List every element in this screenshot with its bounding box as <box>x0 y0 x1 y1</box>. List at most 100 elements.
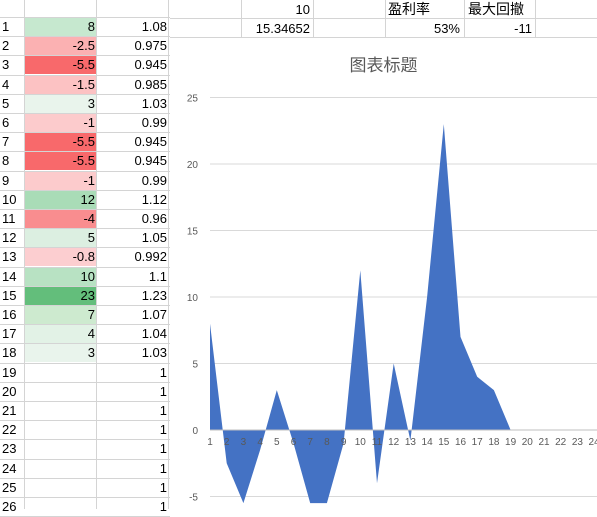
header-value-max-drawdown[interactable]: -11 <box>462 19 532 38</box>
y-tick-label: 25 <box>187 94 199 105</box>
y-tick-label: 0 <box>192 426 198 437</box>
x-tick-label: 19 <box>505 437 517 448</box>
cell-value-b[interactable]: 4 <box>25 324 95 343</box>
cell-value-b[interactable] <box>25 382 95 401</box>
cell-value-b[interactable]: 10 <box>25 267 95 286</box>
cell-value-b[interactable] <box>25 478 95 497</box>
x-tick-label: 14 <box>422 437 434 448</box>
row-number: 19 <box>2 363 22 382</box>
cell-value-c[interactable]: 1.23 <box>97 286 167 305</box>
x-tick-label: 24 <box>589 437 597 448</box>
row-number: 22 <box>2 420 22 439</box>
cell-value-b[interactable] <box>25 439 95 458</box>
cell-value-b[interactable] <box>25 497 95 516</box>
cell-value-b[interactable] <box>25 459 95 478</box>
cell-value-b[interactable] <box>25 401 95 420</box>
cell-value-c[interactable]: 1.07 <box>97 305 167 324</box>
row-number: 10 <box>2 190 22 209</box>
cell-value-b[interactable] <box>25 420 95 439</box>
x-tick-label: 1 <box>207 437 213 448</box>
row-number: 26 <box>2 497 22 516</box>
row-number: 12 <box>2 228 22 247</box>
cell-value-b[interactable]: 5 <box>25 228 95 247</box>
cell-value-c[interactable]: 1 <box>97 459 167 478</box>
cell-value-c[interactable]: 0.975 <box>97 36 167 55</box>
cell-value-c[interactable]: 0.96 <box>97 209 167 228</box>
row-number: 13 <box>2 247 22 266</box>
cell-value-b[interactable]: -5.5 <box>25 151 95 170</box>
row-number: 16 <box>2 305 22 324</box>
row-number: 5 <box>2 94 22 113</box>
cell-value-c[interactable]: 0.945 <box>97 151 167 170</box>
row-number: 6 <box>2 113 22 132</box>
cell-value-c[interactable]: 0.985 <box>97 75 167 94</box>
cell-value-c[interactable]: 0.945 <box>97 132 167 151</box>
cell-value-c[interactable]: 1 <box>97 497 167 516</box>
cell-value-c[interactable]: 0.992 <box>97 247 167 266</box>
row-number: 24 <box>2 459 22 478</box>
cell-value-b[interactable]: 3 <box>25 94 95 113</box>
cell-value-c[interactable]: 1 <box>97 401 167 420</box>
x-tick-label: 23 <box>572 437 584 448</box>
row-number: 9 <box>2 171 22 190</box>
cell-value-c[interactable]: 1 <box>97 478 167 497</box>
cell-value-c[interactable]: 0.99 <box>97 171 167 190</box>
header-label-profit-rate[interactable]: 盈利率 <box>388 0 438 19</box>
y-tick-label: 20 <box>187 160 199 171</box>
cell-value-c[interactable]: 0.99 <box>97 113 167 132</box>
cell-value-c[interactable]: 1.03 <box>97 343 167 362</box>
row-number: 21 <box>2 401 22 420</box>
y-tick-label: 5 <box>192 360 198 371</box>
cell-value-c[interactable]: 1.03 <box>97 94 167 113</box>
cell-value-c[interactable]: 1 <box>97 439 167 458</box>
cell-value-c[interactable]: 1.04 <box>97 324 167 343</box>
cell-value-b[interactable]: 23 <box>25 286 95 305</box>
cell-value-c[interactable]: 1.05 <box>97 228 167 247</box>
row-number: 14 <box>2 267 22 286</box>
x-tick-label: 7 <box>307 437 313 448</box>
cell-value-b[interactable]: 8 <box>25 17 95 36</box>
cell-value-c[interactable]: 1.12 <box>97 190 167 209</box>
cell-value-b[interactable]: -1 <box>25 171 95 190</box>
cell-value-c[interactable]: 1 <box>97 363 167 382</box>
row-number: 11 <box>2 209 22 228</box>
cell-value-b[interactable]: -4 <box>25 209 95 228</box>
cell-value-c[interactable]: 0.945 <box>97 55 167 74</box>
cell-value-c[interactable]: 1 <box>97 382 167 401</box>
cell-value-b[interactable]: -1 <box>25 113 95 132</box>
x-tick-label: 9 <box>341 437 347 448</box>
y-tick-label: 15 <box>187 227 199 238</box>
x-tick-label: 4 <box>257 437 263 448</box>
cell-value-b[interactable] <box>25 363 95 382</box>
cell-value-b[interactable]: -1.5 <box>25 75 95 94</box>
cell-value-b[interactable]: -5.5 <box>25 132 95 151</box>
x-tick-label: 15 <box>438 437 450 448</box>
x-tick-label: 13 <box>405 437 417 448</box>
x-tick-label: 11 <box>372 437 383 448</box>
cell-value-b[interactable]: 12 <box>25 190 95 209</box>
y-tick-label: 10 <box>187 293 199 304</box>
chart-title: 图表标题 <box>170 51 597 76</box>
cell-value-c[interactable]: 1.1 <box>97 267 167 286</box>
x-tick-label: 12 <box>388 437 400 448</box>
cell-value-b[interactable]: 7 <box>25 305 95 324</box>
header-value-product[interactable]: 15.34652 <box>240 19 310 38</box>
cell-value-c[interactable]: 1.08 <box>97 17 167 36</box>
cell-value-b[interactable]: -2.5 <box>25 36 95 55</box>
x-tick-label: 3 <box>241 437 247 448</box>
header-cell-count[interactable]: 10 <box>270 0 310 19</box>
x-tick-label: 8 <box>324 437 330 448</box>
x-tick-label: 6 <box>291 437 297 448</box>
row-number: 18 <box>2 343 22 362</box>
cell-value-b[interactable]: -5.5 <box>25 55 95 74</box>
row-number: 23 <box>2 439 22 458</box>
cell-value-b[interactable]: -0.8 <box>25 247 95 266</box>
cell-value-b[interactable]: 3 <box>25 343 95 362</box>
cell-value-c[interactable]: 1 <box>97 420 167 439</box>
row-number: 2 <box>2 36 22 55</box>
header-label-max-drawdown[interactable]: 最大回撤 <box>468 0 538 19</box>
header-value-profit-rate[interactable]: 53% <box>390 19 460 38</box>
row-number: 7 <box>2 132 22 151</box>
